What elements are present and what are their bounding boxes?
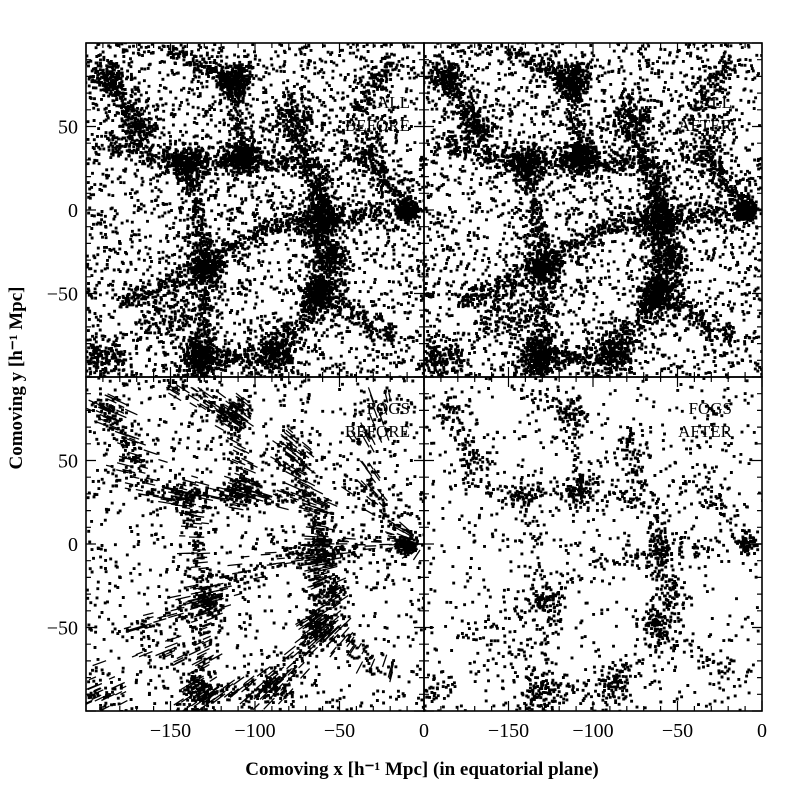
panel-label-all-after: ALL AFTER xyxy=(678,93,733,135)
panel-label-fogs-before-line2: BEFORE xyxy=(345,422,410,441)
panel-label-fogs-before-line1: FOGS xyxy=(367,399,410,418)
panel-label-all-after-line1: ALL xyxy=(699,93,732,112)
panel-all-before-points xyxy=(86,43,424,377)
y-tick-label: 0 xyxy=(68,534,78,556)
x-axis-title: Comoving x [h⁻¹ Mpc] (in equatorial plan… xyxy=(245,759,599,780)
y-tick-label: −50 xyxy=(47,284,78,306)
panel-fogs-after-galaxies xyxy=(424,377,762,711)
panel-label-all-after-line2: AFTER xyxy=(678,116,733,135)
axes-layer: −150 −100 −50 0 −150 −100 −50 0 −50 0 50 −50 0 50 xyxy=(47,42,767,742)
panel-label-all-before-line2: BEFORE xyxy=(345,116,410,135)
y-axis-title: Comoving y [h⁻¹ Mpc] xyxy=(6,286,27,469)
panel-label-fogs-after: FOGS AFTER xyxy=(678,399,733,441)
x-tick-label: −100 xyxy=(234,720,275,742)
x-tick-label: −50 xyxy=(662,720,693,742)
panel-label-all-before: ALL BEFORE xyxy=(345,93,410,135)
y-tick-label: 50 xyxy=(58,117,78,139)
y-tick-label: 50 xyxy=(58,451,78,473)
y-tick-label: −50 xyxy=(47,618,78,640)
panel-all-before-galaxies xyxy=(86,43,424,377)
x-tick-label: −150 xyxy=(488,720,529,742)
x-tick-label: −50 xyxy=(324,720,355,742)
panel-fogs-before-ticks xyxy=(85,376,425,712)
panel-label-fogs-after-line1: FOGS xyxy=(689,399,732,418)
panel-all-after-points xyxy=(424,43,762,377)
panel-fogs-after-points xyxy=(424,377,762,711)
panel-fogs-before-galaxies xyxy=(86,377,424,711)
x-tick-label: 0 xyxy=(757,720,767,742)
x-tick-label: 0 xyxy=(419,720,429,742)
x-tick-label: −150 xyxy=(150,720,191,742)
galaxy-points-layer xyxy=(86,43,762,711)
panel-fogs-after-ticks xyxy=(423,376,763,712)
panel-label-fogs-before: FOGS BEFORE xyxy=(345,399,410,441)
panel-label-all-before-line1: ALL xyxy=(377,93,410,112)
x-tick-label: −100 xyxy=(572,720,613,742)
panel-fogs-before-points xyxy=(86,377,424,711)
y-tick-label: 0 xyxy=(68,200,78,222)
panel-all-after-galaxies xyxy=(424,43,762,377)
panel-all-after-ticks xyxy=(423,42,763,378)
panel-label-fogs-after-line2: AFTER xyxy=(678,422,733,441)
panel-all-before-ticks xyxy=(85,42,425,378)
